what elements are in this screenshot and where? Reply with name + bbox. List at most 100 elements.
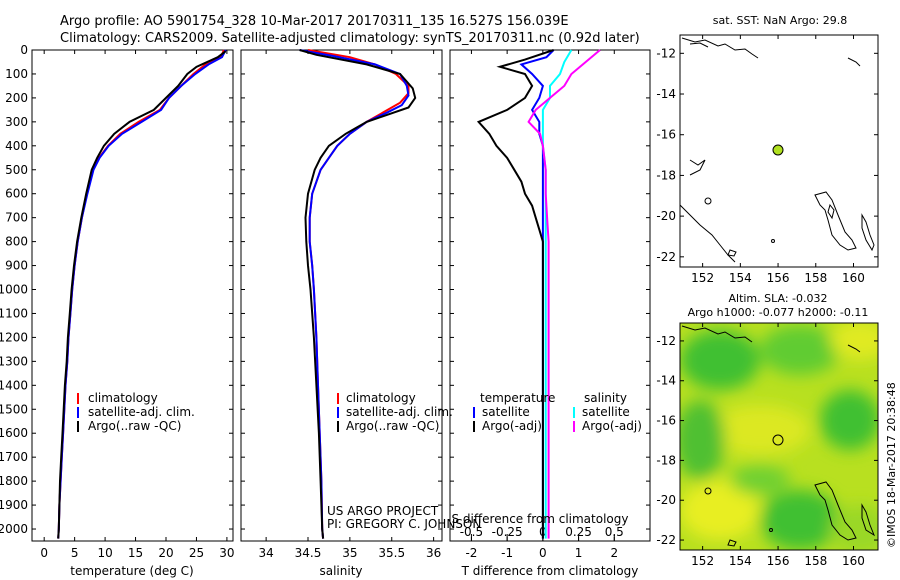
lat-tick-label: -12 bbox=[656, 334, 676, 348]
legend-argo-adj-t: Argo(-adj) bbox=[482, 419, 542, 433]
depth-tick-label: 1800 bbox=[0, 474, 28, 488]
lon-tick-label: 154 bbox=[729, 271, 752, 285]
x-tick-label: 20 bbox=[158, 546, 173, 560]
lat-tick-label: -16 bbox=[656, 128, 676, 142]
x-tick-label: 10 bbox=[97, 546, 112, 560]
x-tick-label: 5 bbox=[71, 546, 79, 560]
x-tick-label: 35.5 bbox=[378, 546, 405, 560]
lon-tick-label: 158 bbox=[804, 271, 827, 285]
legend-salinity: salinity bbox=[584, 391, 627, 405]
t-difference-axis-label: T difference from climatology bbox=[461, 564, 639, 578]
lat-tick-label: -18 bbox=[656, 168, 676, 182]
sla-coastlines bbox=[681, 325, 876, 547]
depth-tick-label: 1300 bbox=[0, 354, 28, 368]
depth-tick-label: 1100 bbox=[0, 306, 28, 320]
x-tick-label: 36 bbox=[426, 546, 441, 560]
header-line-2: Climatology: CARS2009. Satellite-adjuste… bbox=[60, 31, 640, 46]
series-line bbox=[541, 49, 573, 539]
lat-tick-label: -20 bbox=[656, 493, 676, 507]
lat-tick-label: -16 bbox=[656, 414, 676, 428]
depth-tick-label: 800 bbox=[5, 235, 28, 249]
temperature-axis-label: temperature (deg C) bbox=[70, 564, 193, 578]
legend-satellite-adj: satellite-adj. clim. bbox=[88, 405, 195, 419]
lon-tick-label: 152 bbox=[691, 554, 714, 568]
lon-tick-label: 160 bbox=[842, 271, 865, 285]
sla-map-title-2: Argo h1000: -0.077 h2000: -0.11 bbox=[688, 306, 869, 319]
header-line-1: Argo profile: AO 5901754_328 10-Mar-2017… bbox=[60, 14, 569, 29]
lat-tick-label: -20 bbox=[656, 209, 676, 223]
float-position-marker-sla bbox=[772, 434, 784, 446]
depth-tick-label: 1500 bbox=[0, 402, 28, 416]
x-tick-label: 1 bbox=[575, 546, 583, 560]
lon-tick-label: 154 bbox=[729, 554, 752, 568]
legend-climatology: climatology bbox=[88, 391, 158, 405]
lat-tick-label: -18 bbox=[656, 453, 676, 467]
temperature-x-axis: 0 5 10 15 20 25 30 bbox=[40, 50, 235, 560]
s-tick-label: -0.25 bbox=[492, 525, 523, 539]
temperature-panel-frame bbox=[31, 49, 234, 542]
s-tick-label: 0.25 bbox=[565, 525, 592, 539]
temperature-legend: climatology satellite-adj. clim. Argo(..… bbox=[77, 391, 195, 433]
depth-tick-label: 700 bbox=[5, 211, 28, 225]
salinity-profiles bbox=[299, 49, 417, 539]
series-line bbox=[476, 49, 554, 539]
lon-tick-label: 152 bbox=[691, 271, 714, 285]
depth-tick-label: 600 bbox=[5, 187, 28, 201]
series-line bbox=[57, 50, 227, 539]
x-tick-label: 34 bbox=[258, 546, 273, 560]
series-line bbox=[299, 49, 410, 539]
depth-tick-label: 1900 bbox=[0, 498, 28, 512]
x-tick-label: 30 bbox=[219, 546, 234, 560]
depth-tick-label: 1600 bbox=[0, 426, 28, 440]
difference-legend: temperature salinity satellite Argo(-adj… bbox=[473, 391, 642, 433]
pi-label: PI: GREGORY C. JOHNSON bbox=[327, 517, 481, 531]
imos-credit: ©IMOS 18-Mar-2017 20:38:48 bbox=[885, 382, 898, 548]
sla-heatmap bbox=[680, 323, 878, 550]
s-tick-label: -0.5 bbox=[460, 525, 483, 539]
series-line bbox=[527, 49, 601, 539]
legend-satellite-t: satellite bbox=[482, 405, 530, 419]
salinity-x-axis: 34 34.5 35 35.5 36 bbox=[258, 50, 441, 560]
depth-tick-label: 1000 bbox=[0, 283, 28, 297]
lat-tick-label: -22 bbox=[656, 533, 676, 547]
depth-tick-label: 1200 bbox=[0, 330, 28, 344]
lat-tick-label: -14 bbox=[656, 87, 676, 101]
depth-tick-label: 0 bbox=[20, 43, 28, 57]
legend-temperature: temperature bbox=[480, 391, 555, 405]
series-line bbox=[57, 49, 227, 539]
series-line bbox=[299, 49, 417, 539]
x-tick-label: 25 bbox=[189, 546, 204, 560]
x-tick-label: 15 bbox=[128, 546, 143, 560]
legend-argo-raw: Argo(..raw -QC) bbox=[346, 419, 439, 433]
float-position-marker bbox=[772, 144, 784, 156]
depth-axis: 0 100 200 300 400 500 600 700 800 900 1000 1100 1200… bbox=[0, 43, 650, 536]
x-tick-label: 35 bbox=[342, 546, 357, 560]
project-label: US ARGO PROJECT bbox=[327, 504, 439, 518]
sla-map-frame bbox=[679, 322, 879, 551]
s-difference-x-axis: -0.5 -0.25 0 0.25 0.5 bbox=[460, 525, 624, 541]
depth-tick-label: 100 bbox=[5, 67, 28, 81]
t-difference-x-axis: -2 -1 0 1 2 bbox=[465, 50, 618, 560]
legend-argo-raw: Argo(..raw -QC) bbox=[88, 419, 181, 433]
temperature-profiles bbox=[57, 49, 227, 539]
x-tick-label: -1 bbox=[501, 546, 513, 560]
s-difference-axis-label: S difference from climatology bbox=[452, 512, 629, 526]
lon-tick-label: 160 bbox=[842, 554, 865, 568]
depth-tick-label: 300 bbox=[5, 115, 28, 129]
legend-argo-adj-s: Argo(-adj) bbox=[582, 419, 642, 433]
depth-tick-label: 900 bbox=[5, 259, 28, 273]
s-tick-label: 0.5 bbox=[605, 525, 624, 539]
lat-tick-label: -14 bbox=[656, 374, 676, 388]
x-tick-label: 0 bbox=[539, 546, 547, 560]
sst-map-axes: 152 154 156 158 160 -12 -14 -16 -18 -20 -22 bbox=[656, 35, 878, 285]
depth-tick-label: 1700 bbox=[0, 450, 28, 464]
salinity-panel-frame bbox=[240, 49, 443, 542]
legend-satellite-adj: satellite-adj. clim. bbox=[346, 405, 453, 419]
series-line bbox=[307, 49, 410, 539]
difference-profiles bbox=[476, 49, 601, 539]
legend-climatology: climatology bbox=[346, 391, 416, 405]
x-tick-label: 2 bbox=[610, 546, 618, 560]
x-tick-label: -2 bbox=[465, 546, 477, 560]
sst-map-title: sat. SST: NaN Argo: 29.8 bbox=[713, 14, 847, 27]
